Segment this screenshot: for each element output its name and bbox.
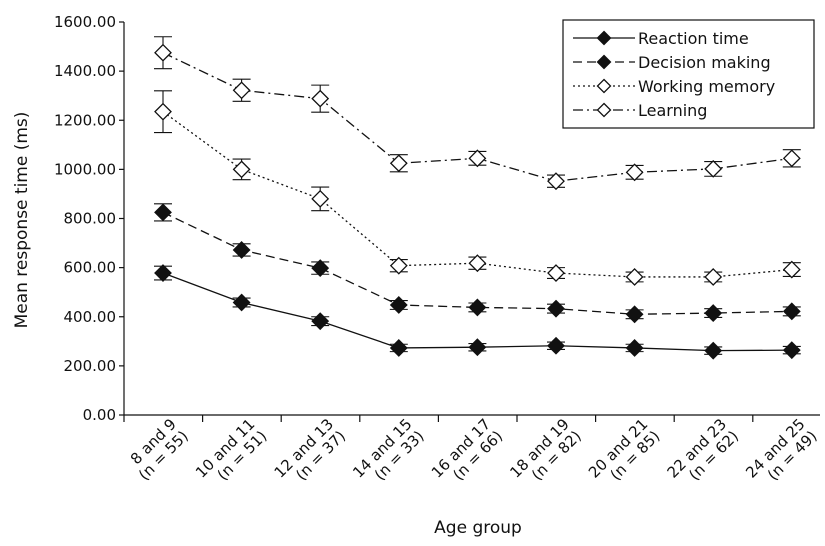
- data-point: [468, 338, 487, 357]
- data-point: [704, 341, 723, 360]
- series-reaction-time: [154, 264, 801, 360]
- x-axis-title: Age group: [434, 518, 522, 538]
- series-working-memory: [154, 90, 801, 286]
- legend-label: Learning: [638, 101, 707, 120]
- data-point: [311, 312, 330, 331]
- y-tick-label: 0.00: [83, 406, 116, 424]
- x-tick-label: 8 and 9(n = 55): [123, 415, 192, 484]
- y-tick-label: 1600.00: [54, 13, 116, 31]
- data-point: [389, 256, 408, 275]
- data-point: [154, 203, 172, 222]
- y-tick-label: 1000.00: [54, 160, 116, 178]
- legend-marker: [596, 54, 612, 70]
- data-point: [782, 149, 801, 168]
- data-point: [154, 264, 172, 282]
- data-point: [547, 336, 565, 355]
- data-point: [625, 339, 644, 357]
- series-decision-making: [154, 203, 801, 324]
- data-point: [704, 268, 723, 286]
- legend-marker: [596, 30, 612, 46]
- data-point: [232, 160, 251, 179]
- legend: Reaction time Decision making Working memo…: [562, 19, 815, 129]
- data-point: [704, 159, 723, 178]
- data-point: [625, 305, 644, 324]
- data-point: [704, 304, 723, 322]
- data-point: [547, 172, 565, 191]
- data-point: [782, 302, 801, 321]
- y-tick-label: 800.00: [64, 210, 117, 228]
- y-tick-label: 400.00: [64, 308, 117, 326]
- data-point: [311, 189, 330, 208]
- y-axis-title: Mean response time (ms): [12, 112, 32, 329]
- data-point: [232, 81, 251, 100]
- data-point: [232, 293, 251, 312]
- y-tick-label: 600.00: [64, 259, 117, 277]
- data-point: [232, 241, 251, 259]
- legend-label: Working memory: [638, 77, 775, 96]
- data-point: [782, 260, 801, 279]
- x-tick-label: 12 and 13(n = 37): [271, 415, 349, 493]
- x-tick-label: 24 and 25(n = 49): [742, 415, 820, 493]
- data-point: [468, 149, 487, 168]
- x-tick-label: 20 and 21(n = 85): [585, 415, 663, 493]
- y-tick-label: 200.00: [64, 357, 117, 375]
- series-layer: [154, 36, 801, 360]
- x-tick-label: 16 and 17(n = 66): [428, 415, 506, 493]
- series-line: [162, 111, 792, 278]
- data-point: [389, 296, 408, 314]
- x-tick-label: 14 and 15(n = 33): [349, 415, 427, 493]
- data-point: [468, 254, 487, 273]
- x-tick-label: 10 and 11(n = 51): [192, 415, 270, 493]
- x-tick-label: 22 and 23(n = 62): [664, 415, 742, 493]
- y-tick-label: 1200.00: [54, 111, 116, 129]
- legend-marker: [596, 102, 612, 118]
- data-point: [389, 154, 408, 173]
- data-point: [154, 43, 172, 62]
- y-tick-label: 1400.00: [54, 62, 116, 80]
- data-point: [468, 298, 487, 317]
- x-tick-label: 18 and 19(n = 82): [506, 415, 584, 493]
- data-point: [547, 264, 565, 282]
- legend-label: Reaction time: [638, 29, 749, 48]
- legend-label: Decision making: [638, 53, 771, 72]
- legend-marker: [596, 78, 612, 94]
- data-point: [625, 163, 644, 182]
- data-point: [311, 89, 330, 108]
- data-point: [547, 299, 565, 318]
- data-point: [311, 259, 330, 278]
- data-point: [154, 102, 172, 121]
- series-line: [162, 211, 792, 315]
- series-learning: [154, 36, 801, 191]
- data-point: [782, 341, 801, 360]
- data-point: [389, 339, 408, 357]
- data-point: [625, 268, 644, 286]
